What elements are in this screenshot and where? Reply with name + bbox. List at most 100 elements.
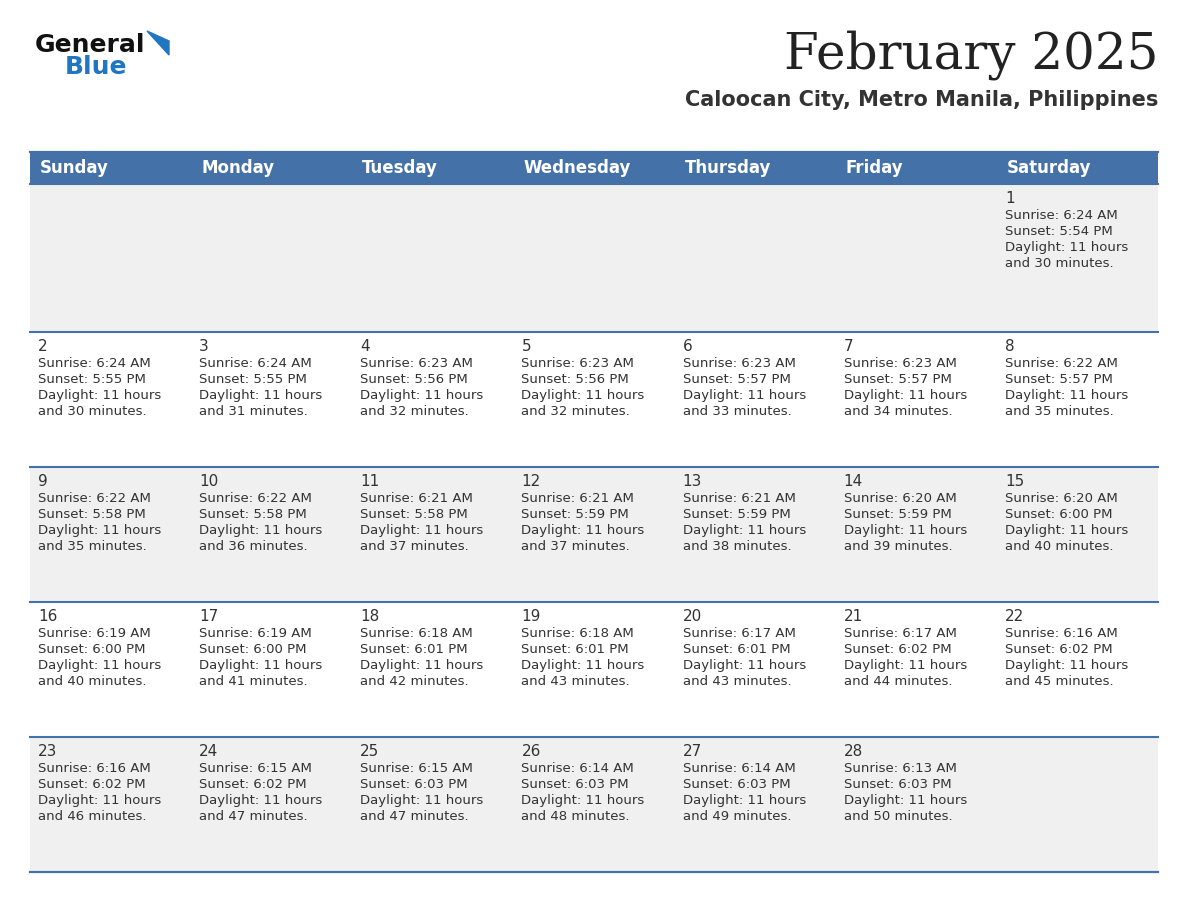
Text: Sunrise: 6:24 AM: Sunrise: 6:24 AM	[200, 357, 312, 370]
Text: Sunset: 5:57 PM: Sunset: 5:57 PM	[843, 373, 952, 386]
Text: Daylight: 11 hours: Daylight: 11 hours	[200, 524, 322, 537]
Text: Sunset: 5:55 PM: Sunset: 5:55 PM	[200, 373, 307, 386]
Text: 22: 22	[1005, 609, 1024, 624]
Bar	[675, 332, 835, 467]
Text: Sunrise: 6:15 AM: Sunrise: 6:15 AM	[360, 762, 473, 775]
Bar	[30, 152, 191, 184]
Text: Sunset: 6:00 PM: Sunset: 6:00 PM	[1005, 508, 1112, 521]
Text: Sunrise: 6:20 AM: Sunrise: 6:20 AM	[1005, 492, 1118, 505]
Bar	[30, 737, 191, 872]
Bar	[997, 332, 1158, 467]
Text: and 30 minutes.: and 30 minutes.	[38, 405, 146, 418]
Text: and 47 minutes.: and 47 minutes.	[200, 810, 308, 823]
Text: Sunset: 5:57 PM: Sunset: 5:57 PM	[683, 373, 790, 386]
Bar	[191, 152, 353, 184]
Bar	[835, 737, 997, 872]
Text: Daylight: 11 hours: Daylight: 11 hours	[1005, 524, 1129, 537]
Text: Wednesday: Wednesday	[524, 159, 631, 177]
Text: Sunset: 5:59 PM: Sunset: 5:59 PM	[683, 508, 790, 521]
Text: 19: 19	[522, 609, 541, 624]
Text: Daylight: 11 hours: Daylight: 11 hours	[1005, 659, 1129, 672]
Bar	[997, 152, 1158, 184]
Bar	[997, 467, 1158, 602]
Text: Daylight: 11 hours: Daylight: 11 hours	[200, 659, 322, 672]
Text: Sunset: 5:54 PM: Sunset: 5:54 PM	[1005, 225, 1113, 238]
Bar	[675, 467, 835, 602]
Text: and 44 minutes.: and 44 minutes.	[843, 675, 953, 688]
Text: Daylight: 11 hours: Daylight: 11 hours	[1005, 241, 1129, 254]
Text: Sunrise: 6:21 AM: Sunrise: 6:21 AM	[360, 492, 473, 505]
Text: Daylight: 11 hours: Daylight: 11 hours	[683, 389, 805, 402]
Text: and 35 minutes.: and 35 minutes.	[38, 540, 147, 553]
Text: Thursday: Thursday	[684, 159, 771, 177]
Text: and 40 minutes.: and 40 minutes.	[1005, 540, 1113, 553]
Bar	[353, 152, 513, 184]
Text: 5: 5	[522, 339, 531, 354]
Text: Daylight: 11 hours: Daylight: 11 hours	[843, 794, 967, 807]
Text: 27: 27	[683, 744, 702, 759]
Text: and 39 minutes.: and 39 minutes.	[843, 540, 953, 553]
Text: 8: 8	[1005, 339, 1015, 354]
Text: Daylight: 11 hours: Daylight: 11 hours	[843, 524, 967, 537]
Bar	[997, 737, 1158, 872]
Text: and 32 minutes.: and 32 minutes.	[522, 405, 630, 418]
Bar	[997, 184, 1158, 332]
Text: Sunset: 6:00 PM: Sunset: 6:00 PM	[200, 643, 307, 656]
Text: Sunrise: 6:23 AM: Sunrise: 6:23 AM	[360, 357, 473, 370]
Text: and 36 minutes.: and 36 minutes.	[200, 540, 308, 553]
Text: Sunset: 5:58 PM: Sunset: 5:58 PM	[360, 508, 468, 521]
Text: and 31 minutes.: and 31 minutes.	[200, 405, 308, 418]
Text: Sunrise: 6:22 AM: Sunrise: 6:22 AM	[1005, 357, 1118, 370]
Text: Monday: Monday	[201, 159, 274, 177]
Bar	[30, 332, 191, 467]
Text: 3: 3	[200, 339, 209, 354]
Text: Sunrise: 6:23 AM: Sunrise: 6:23 AM	[522, 357, 634, 370]
Bar	[835, 602, 997, 737]
Bar	[997, 602, 1158, 737]
Text: Sunrise: 6:23 AM: Sunrise: 6:23 AM	[843, 357, 956, 370]
Text: Sunrise: 6:19 AM: Sunrise: 6:19 AM	[200, 627, 312, 640]
Bar	[835, 184, 997, 332]
Text: and 41 minutes.: and 41 minutes.	[200, 675, 308, 688]
Text: 11: 11	[360, 474, 379, 489]
Text: and 43 minutes.: and 43 minutes.	[522, 675, 630, 688]
Text: 1: 1	[1005, 191, 1015, 206]
Text: Sunrise: 6:14 AM: Sunrise: 6:14 AM	[522, 762, 634, 775]
Text: and 37 minutes.: and 37 minutes.	[360, 540, 469, 553]
Bar	[353, 467, 513, 602]
Text: 2: 2	[38, 339, 48, 354]
Text: and 37 minutes.: and 37 minutes.	[522, 540, 630, 553]
Text: Sunrise: 6:17 AM: Sunrise: 6:17 AM	[683, 627, 796, 640]
Bar	[675, 152, 835, 184]
Bar	[513, 737, 675, 872]
Text: Friday: Friday	[846, 159, 903, 177]
Bar	[675, 602, 835, 737]
Bar	[191, 467, 353, 602]
Text: and 49 minutes.: and 49 minutes.	[683, 810, 791, 823]
Text: 24: 24	[200, 744, 219, 759]
Text: Sunset: 5:55 PM: Sunset: 5:55 PM	[38, 373, 146, 386]
Text: Sunrise: 6:19 AM: Sunrise: 6:19 AM	[38, 627, 151, 640]
Text: Sunset: 5:58 PM: Sunset: 5:58 PM	[200, 508, 307, 521]
Text: February 2025: February 2025	[784, 30, 1158, 80]
Bar	[30, 467, 191, 602]
Text: and 32 minutes.: and 32 minutes.	[360, 405, 469, 418]
Bar	[675, 737, 835, 872]
Bar	[835, 152, 997, 184]
Text: Daylight: 11 hours: Daylight: 11 hours	[360, 794, 484, 807]
Text: and 48 minutes.: and 48 minutes.	[522, 810, 630, 823]
Text: and 46 minutes.: and 46 minutes.	[38, 810, 146, 823]
Bar	[191, 737, 353, 872]
Text: Blue: Blue	[65, 55, 127, 79]
Text: Sunset: 6:02 PM: Sunset: 6:02 PM	[1005, 643, 1112, 656]
Bar	[513, 184, 675, 332]
Text: Sunrise: 6:18 AM: Sunrise: 6:18 AM	[522, 627, 634, 640]
Text: Daylight: 11 hours: Daylight: 11 hours	[683, 524, 805, 537]
Polygon shape	[147, 31, 169, 55]
Text: 13: 13	[683, 474, 702, 489]
Text: Sunrise: 6:16 AM: Sunrise: 6:16 AM	[1005, 627, 1118, 640]
Text: Sunset: 6:03 PM: Sunset: 6:03 PM	[843, 778, 952, 791]
Text: Daylight: 11 hours: Daylight: 11 hours	[522, 659, 645, 672]
Bar	[353, 332, 513, 467]
Text: and 30 minutes.: and 30 minutes.	[1005, 257, 1113, 270]
